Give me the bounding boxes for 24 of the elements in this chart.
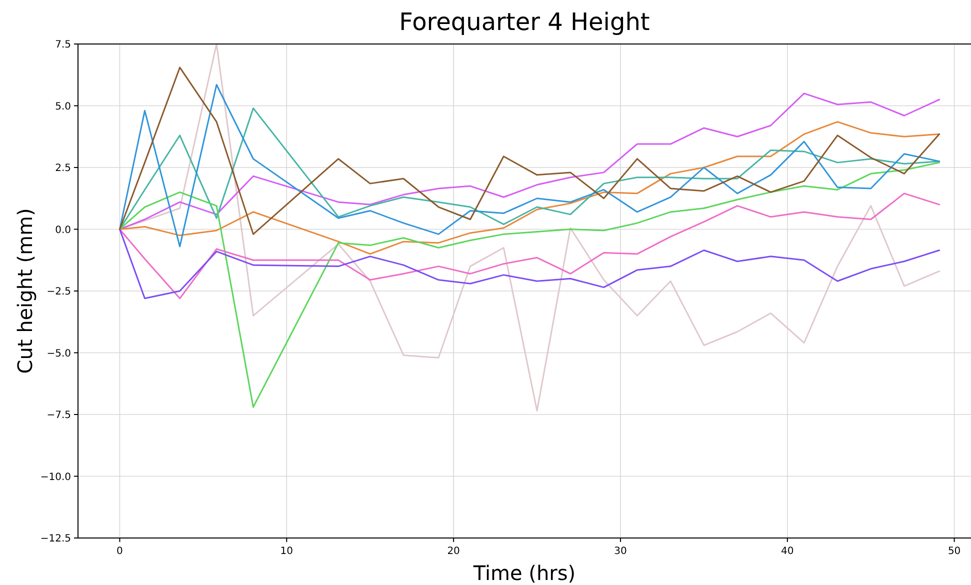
x-tick-label: 10	[280, 546, 294, 557]
x-tick-label: 20	[447, 546, 460, 557]
x-tick-label: 40	[781, 546, 794, 557]
line-series	[118, 121, 940, 255]
y-tick-label: 2.5	[55, 163, 71, 174]
chart-title: Forequarter 4 Height	[399, 8, 650, 36]
x-tick-label: 0	[116, 546, 123, 557]
y-tick-label: −2.5	[46, 286, 71, 298]
line-series	[118, 162, 940, 408]
y-tick-label: −10.0	[40, 472, 71, 483]
x-axis-title: Time (hrs)	[472, 561, 576, 585]
y-tick-label: −7.5	[46, 410, 71, 421]
x-tick-label: 30	[614, 546, 627, 557]
y-tick-label: 5.0	[55, 101, 71, 112]
line-series	[118, 66, 940, 235]
line-series	[118, 84, 940, 248]
y-tick-label: −12.5	[40, 534, 71, 544]
line-series	[118, 228, 940, 300]
y-axis-title: Cut height (mm)	[13, 208, 37, 374]
line-series	[118, 192, 940, 300]
x-tick-label: 50	[948, 546, 961, 557]
y-tick-label: 0.0	[55, 224, 71, 236]
y-tick-label: 7.5	[55, 40, 71, 50]
y-tick-label: −5.0	[46, 348, 71, 360]
